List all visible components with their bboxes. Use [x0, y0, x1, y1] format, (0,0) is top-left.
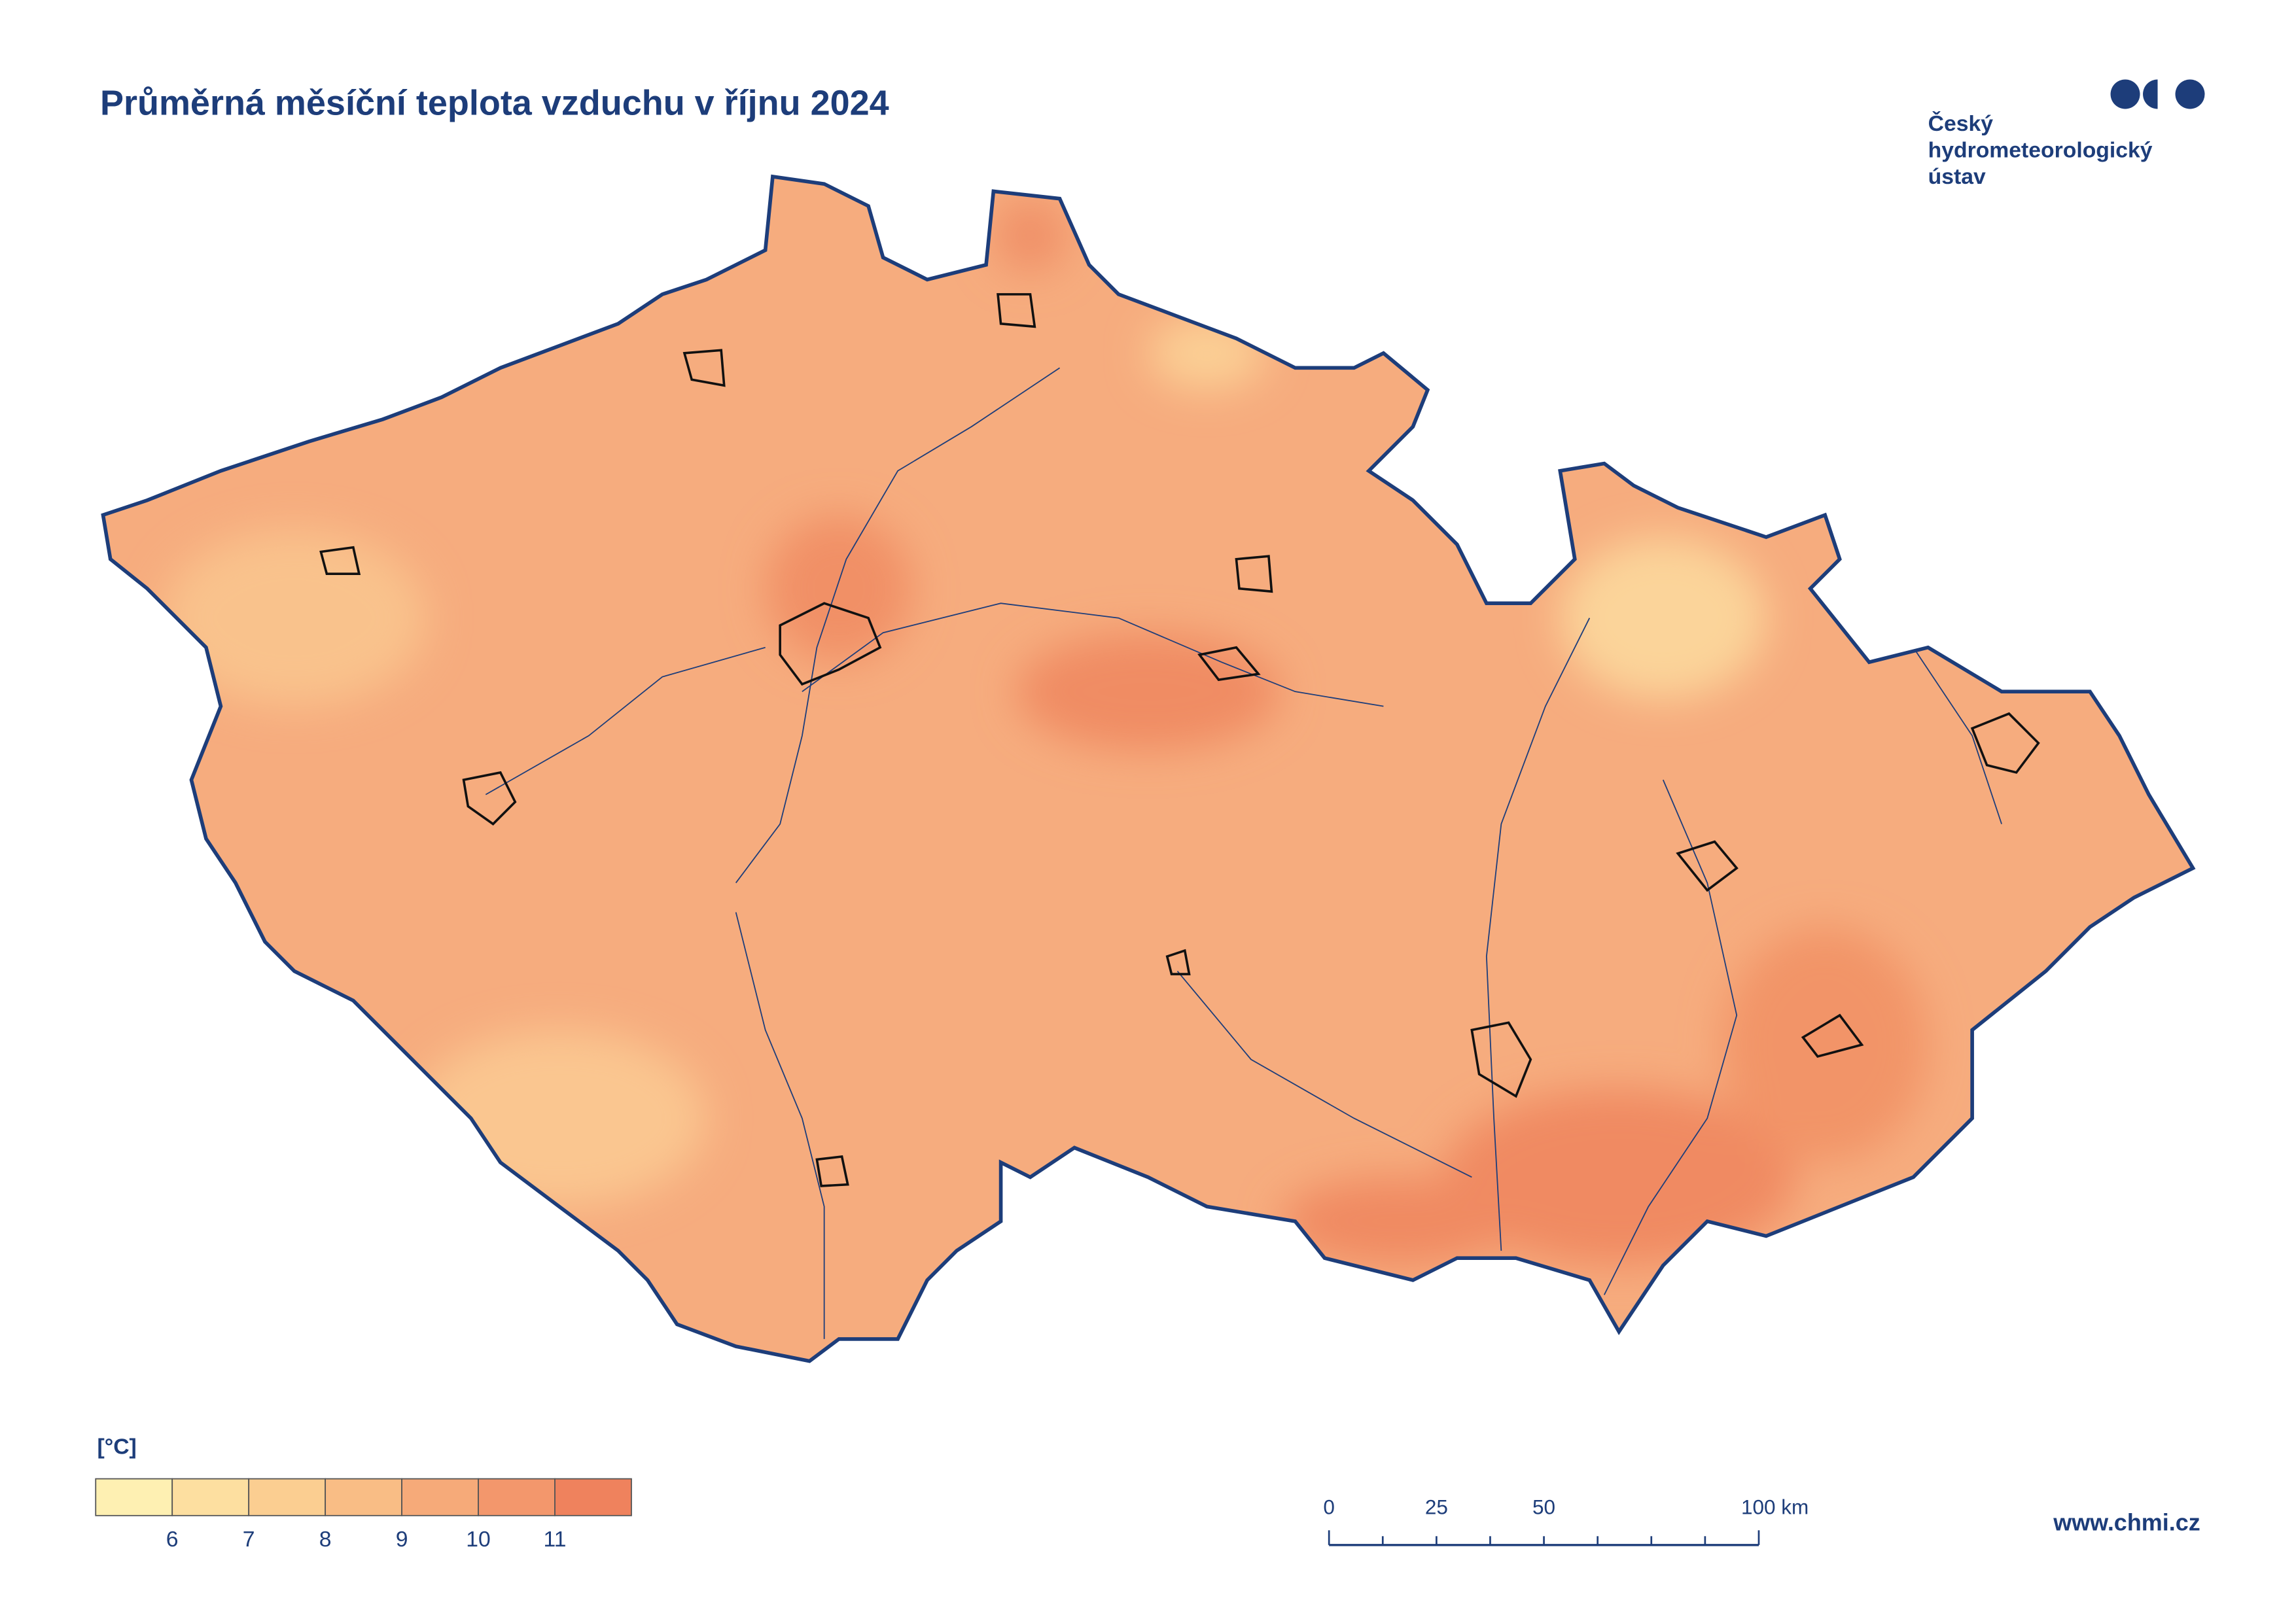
legend: 6 7 8 9 10 11 — [95, 1478, 632, 1552]
river — [1913, 647, 2002, 824]
legend-swatch — [478, 1478, 556, 1516]
city — [319, 546, 361, 576]
logo: Český hydrometeorologický ústav — [1928, 79, 2205, 189]
legend-swatch — [325, 1478, 402, 1516]
city — [1165, 949, 1191, 975]
legend-swatch — [554, 1478, 632, 1516]
river — [485, 646, 766, 795]
legend-swatch — [95, 1478, 173, 1516]
cool-area — [412, 1030, 707, 1207]
logo-dot — [2175, 79, 2205, 109]
river — [735, 367, 1061, 884]
city — [1197, 646, 1261, 682]
logo-text: hydrometeorologický — [1928, 138, 2153, 163]
river — [802, 602, 1384, 707]
warm-area — [1722, 927, 1928, 1162]
warm-area — [993, 198, 1067, 273]
legend-tick-label: 6 — [166, 1527, 179, 1552]
city — [779, 602, 882, 686]
base-fill — [103, 176, 2193, 1361]
city — [1801, 1013, 1864, 1058]
scale-label: 0 — [1323, 1495, 1335, 1519]
legend-tick-label: 9 — [396, 1527, 408, 1552]
warm-area — [765, 515, 913, 663]
river — [1603, 779, 1738, 1295]
legend-tick-label: 7 — [243, 1527, 255, 1552]
scale-label: 50 — [1532, 1495, 1555, 1519]
rivers — [485, 367, 2002, 1339]
warm-area — [1280, 1177, 1516, 1266]
cool-area — [162, 529, 427, 707]
scale-label: 25 — [1425, 1495, 1448, 1519]
river — [735, 912, 825, 1339]
logo-half — [2143, 79, 2158, 109]
legend-tick-label: 10 — [466, 1527, 491, 1552]
legend-tick-label: 8 — [319, 1527, 332, 1552]
city — [1470, 1021, 1532, 1098]
legend-swatch — [401, 1478, 479, 1516]
website: www.chmi.cz — [2053, 1509, 2200, 1535]
city — [997, 293, 1036, 328]
temperature-field — [103, 176, 2193, 1361]
legend-tick-label: 11 — [544, 1527, 567, 1552]
warm-area — [1016, 633, 1280, 751]
legend-swatch — [248, 1478, 327, 1516]
scale-bar: 0 25 50 100 km — [1323, 1495, 1809, 1546]
logo-text: ústav — [1928, 164, 1986, 189]
city — [462, 771, 517, 826]
river — [1485, 618, 1591, 1251]
cool-area — [1560, 537, 1767, 699]
city — [682, 349, 726, 387]
legend-swatch — [171, 1478, 250, 1516]
map-title: Průměrná měsíční teplota vzduchu v říjnu… — [100, 83, 889, 122]
river — [1176, 970, 1472, 1178]
city — [1970, 712, 2040, 774]
city — [1235, 555, 1273, 593]
logo-text: Český — [1928, 111, 1994, 136]
cities — [319, 293, 2040, 1187]
scale-label: 100 km — [1741, 1495, 1809, 1519]
city — [815, 1155, 849, 1187]
city — [1676, 840, 1739, 892]
logo-dot — [2110, 79, 2140, 109]
legend-unit: [°C] — [97, 1434, 136, 1459]
